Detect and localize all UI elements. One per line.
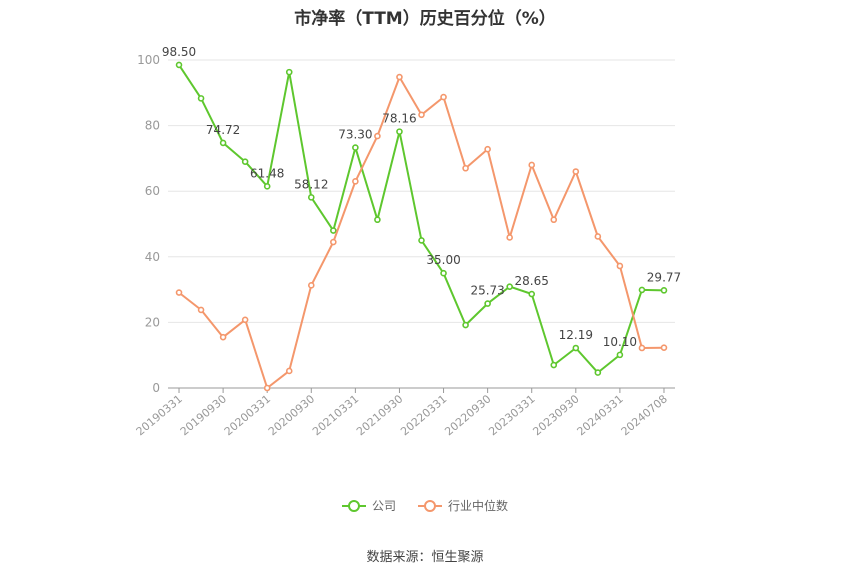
data-label: 25.73	[470, 284, 504, 298]
x-tick-label: 20200930	[266, 392, 317, 438]
point-industry-median	[263, 384, 271, 392]
x-tick-label: 20210331	[310, 392, 361, 438]
x-tick-label: 20190930	[178, 392, 229, 438]
point-industry-median	[330, 238, 337, 246]
point-industry-median	[396, 73, 403, 81]
point-company	[352, 144, 359, 151]
point-company	[506, 283, 513, 290]
point-company	[285, 68, 293, 76]
y-tick-label: 60	[145, 184, 160, 198]
x-tick-label: 20190331	[134, 392, 185, 438]
point-company	[484, 300, 491, 307]
point-industry-median	[594, 233, 602, 240]
x-tick-label: 20240708	[619, 392, 670, 438]
point-company	[374, 216, 381, 224]
point-company	[528, 290, 536, 298]
x-tick-label: 20200331	[222, 392, 273, 438]
x-tick-label: 20240331	[575, 392, 626, 438]
y-tick-label: 0	[152, 381, 160, 395]
x-tick-label: 20230331	[486, 392, 537, 438]
point-company	[572, 344, 580, 352]
point-industry-median	[572, 168, 580, 175]
point-industry-median	[638, 344, 646, 352]
point-company	[330, 227, 337, 234]
legend-swatch-company	[341, 499, 366, 512]
point-company	[638, 286, 646, 294]
point-industry-median	[241, 316, 249, 324]
data-label: 98.50	[162, 45, 196, 59]
data-label: 35.00	[426, 253, 460, 267]
point-industry-median	[506, 234, 513, 241]
point-company	[462, 321, 469, 329]
point-industry-median	[219, 333, 227, 341]
data-label: 61.48	[250, 166, 284, 180]
point-industry-median	[616, 262, 624, 270]
point-industry-median	[660, 344, 668, 351]
legend-label-company: 公司	[371, 499, 396, 513]
y-tick-label: 20	[145, 315, 160, 329]
point-industry-median	[352, 178, 359, 185]
y-tick-label: 100	[137, 53, 160, 67]
data-label: 29.77	[647, 270, 681, 284]
data-label: 10.10	[603, 335, 637, 349]
legend-item-industry-median[interactable]: 行业中位数	[418, 497, 508, 514]
point-industry-median	[440, 93, 447, 101]
point-company	[241, 158, 249, 165]
chart-legend: 公司 行业中位数	[0, 497, 850, 514]
x-tick-label: 20220331	[398, 392, 449, 438]
point-industry-median	[418, 111, 425, 119]
point-industry-median	[374, 132, 381, 140]
point-company	[418, 237, 425, 244]
point-company	[594, 369, 602, 376]
point-company	[219, 139, 227, 147]
x-tick-label: 20220930	[442, 392, 493, 438]
point-company	[396, 128, 403, 135]
y-tick-label: 40	[145, 250, 160, 264]
point-company	[307, 194, 315, 201]
point-company	[263, 183, 271, 190]
legend-item-company[interactable]: 公司	[341, 497, 396, 514]
point-industry-median	[285, 367, 293, 375]
data-label: 74.72	[206, 123, 240, 137]
point-company	[197, 95, 205, 102]
x-tick-label: 20210930	[354, 392, 405, 438]
x-tick-label: 20230930	[530, 392, 581, 438]
point-company	[550, 361, 558, 369]
point-industry-median	[462, 164, 469, 172]
data-label: 58.12	[294, 177, 328, 191]
point-company	[660, 287, 668, 294]
point-industry-median	[197, 306, 205, 314]
point-company	[175, 61, 183, 69]
point-industry-median	[550, 216, 558, 224]
point-industry-median	[307, 282, 315, 289]
point-company	[616, 351, 624, 359]
legend-label-industry-median: 行业中位数	[448, 499, 509, 513]
data-source: 数据来源：恒生聚源	[366, 550, 484, 565]
point-industry-median	[175, 289, 183, 296]
point-industry-median	[528, 161, 536, 169]
data-label: 28.65	[515, 274, 549, 288]
point-industry-median	[484, 145, 491, 153]
line-chart: 0 20 40 60 80 100 2019033120190930202003312020…	[134, 45, 681, 438]
data-label: 78.16	[382, 112, 416, 126]
data-label: 73.30	[338, 128, 372, 142]
legend-swatch-industry-median	[418, 499, 442, 512]
y-tick-label: 80	[145, 119, 160, 133]
point-company	[440, 269, 447, 277]
chart-title: 市净率（TTM）历史百分位（%）	[294, 9, 556, 29]
data-label: 12.19	[559, 328, 593, 342]
